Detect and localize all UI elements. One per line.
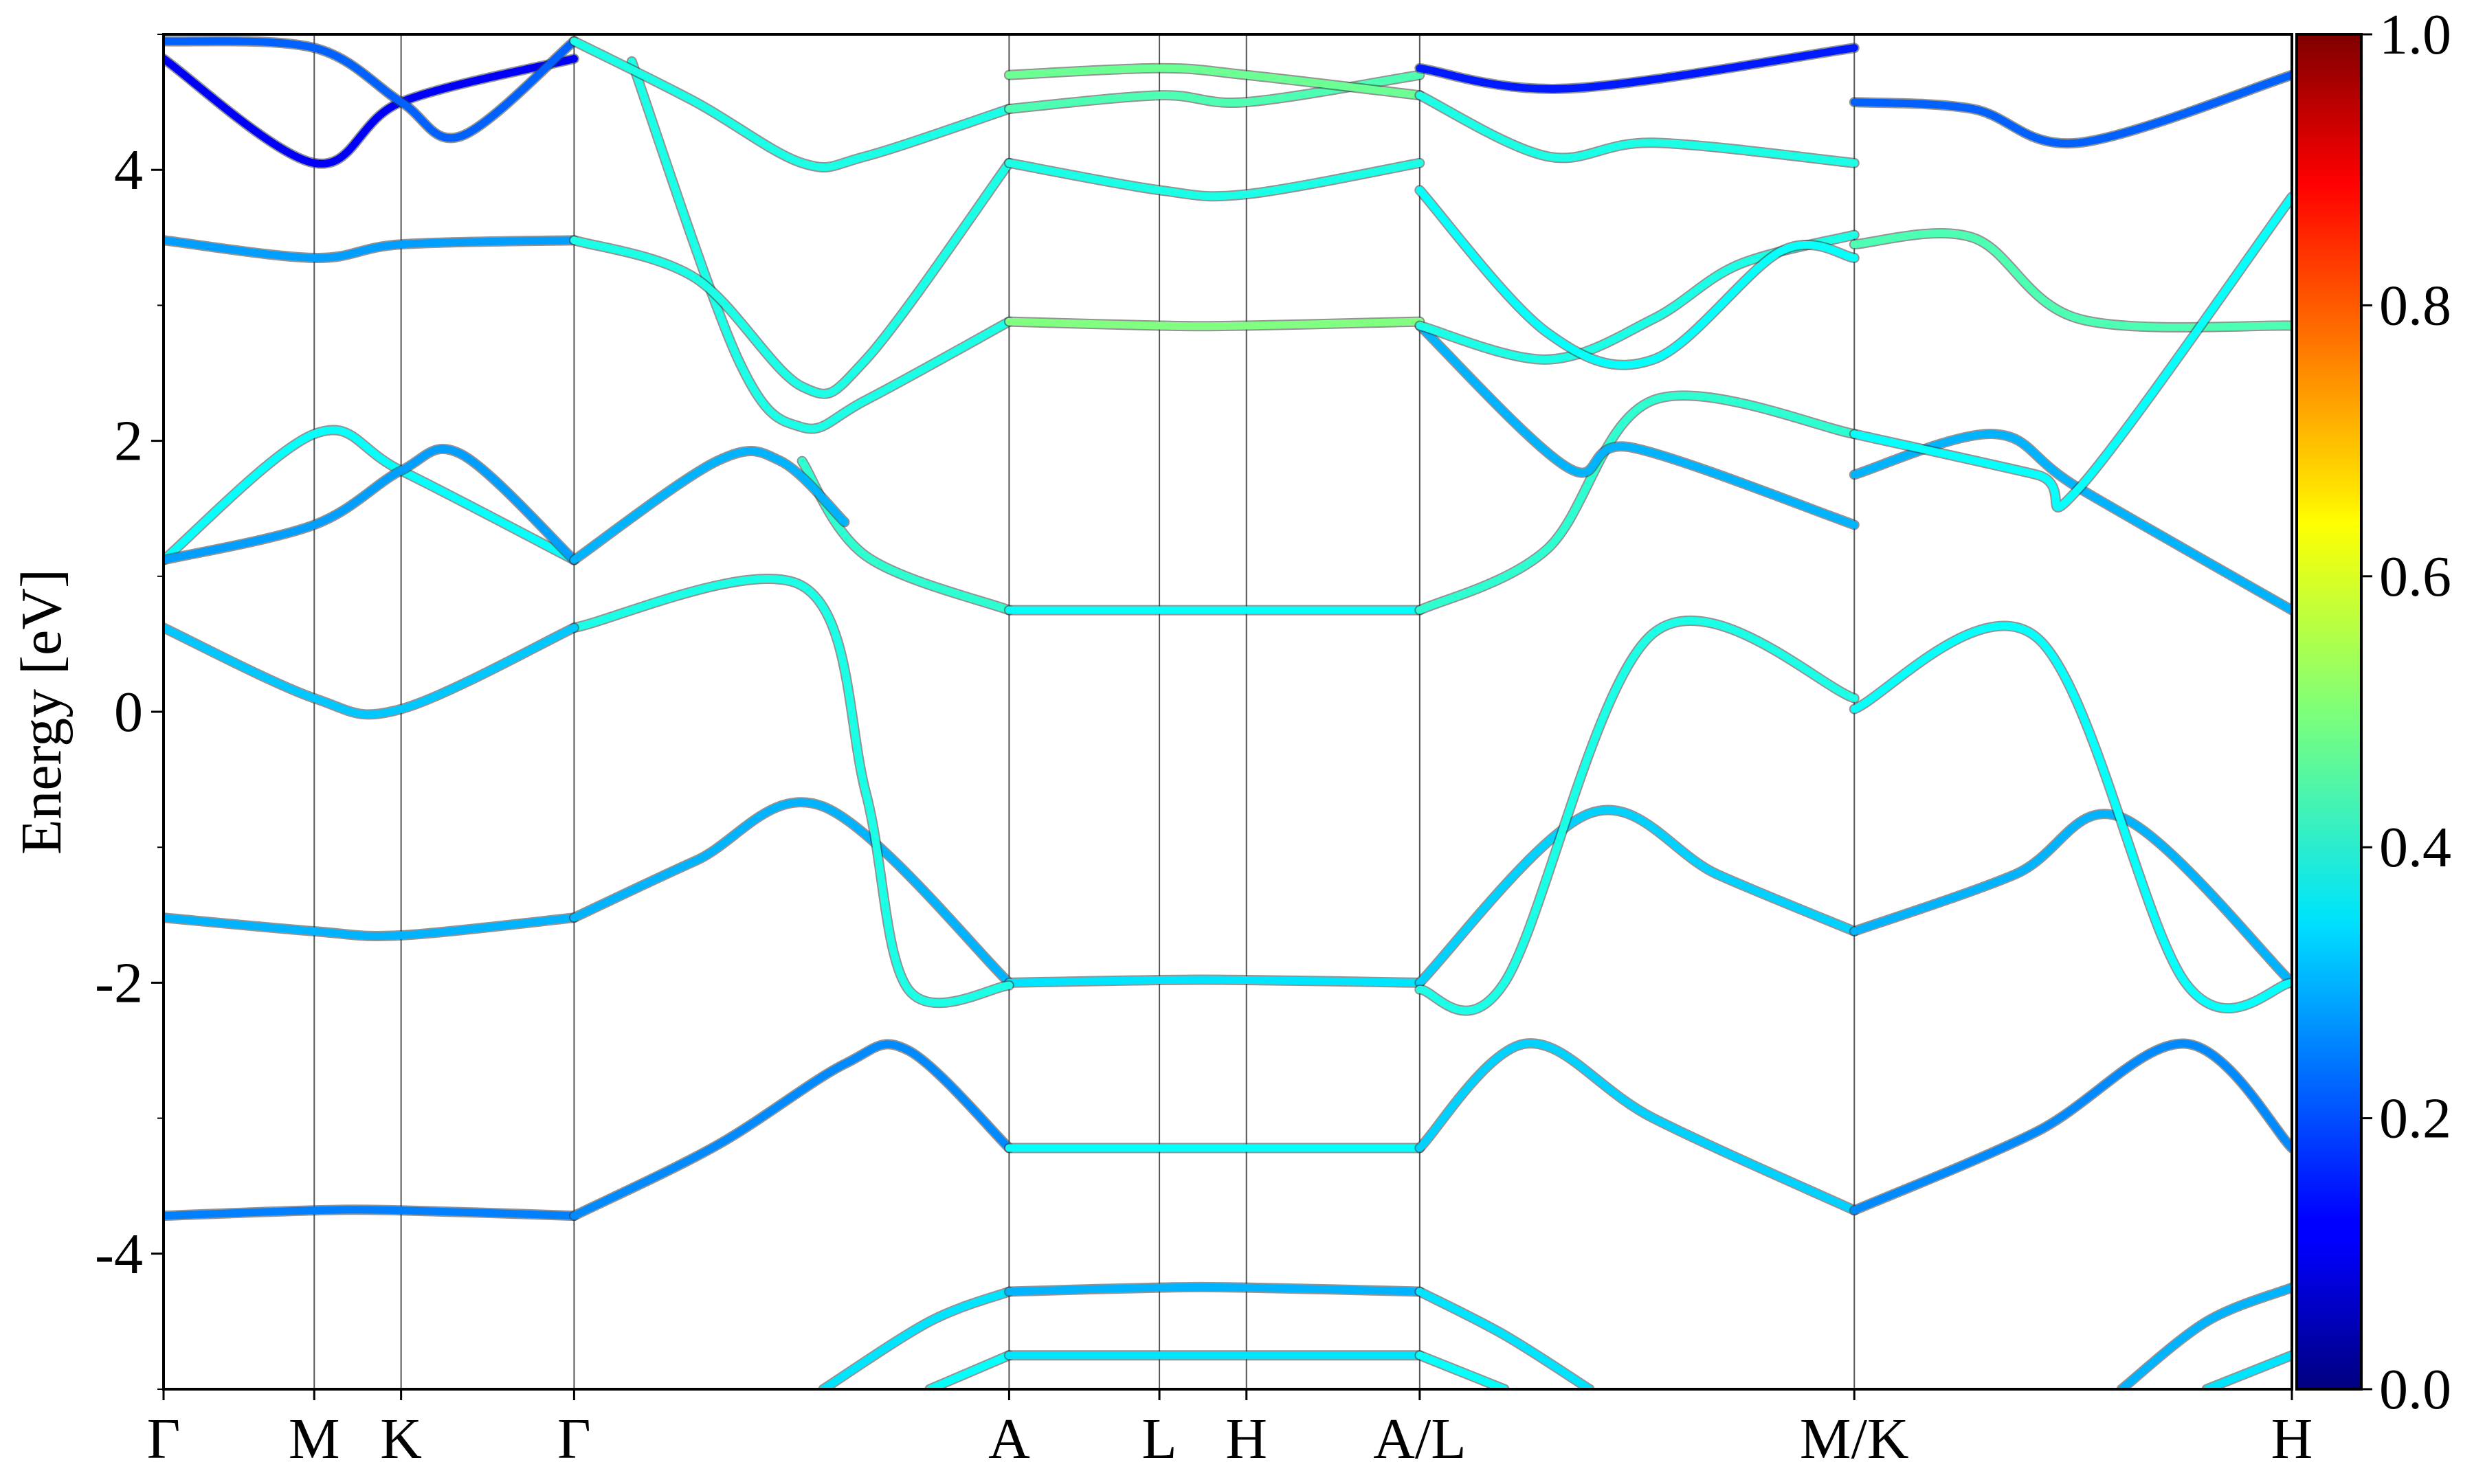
colorbar-tick-label: 0.6 (2379, 545, 2451, 609)
band-lines (164, 36, 2292, 1389)
colorbar-tick-label: 0.2 (2379, 1087, 2451, 1151)
y-axis-label: Energy [eV] (10, 569, 74, 855)
band-outline (1849, 429, 2292, 616)
x-tick-label: M (289, 1407, 340, 1471)
y-axis: -4 -2 0 2 4 (95, 34, 164, 1390)
band-outline (1414, 320, 1860, 530)
y-tick-label: -2 (95, 951, 143, 1015)
x-axis: Γ M K Γ A L H A/L M/K H (147, 1389, 2313, 1471)
band-line (1850, 810, 2292, 987)
band-line (926, 1351, 1013, 1389)
colorbar-tick-label: 1.0 (2379, 3, 2451, 67)
band-outline (1003, 157, 1425, 202)
colorbar-tick-label: 0.8 (2379, 273, 2451, 337)
band-outline (1414, 805, 1860, 988)
band-line (1850, 71, 2292, 148)
band-outline (568, 797, 1014, 988)
y-tick-label: -4 (95, 1222, 143, 1286)
band-line (164, 426, 578, 564)
band-outline (1849, 809, 2292, 988)
band-line (1850, 622, 2292, 1013)
y-tick-label: 0 (114, 680, 143, 744)
band-line (570, 1040, 1013, 1220)
x-tick-label: A (988, 1407, 1030, 1471)
band-line (1850, 1039, 2292, 1215)
colorbar-tick-label: 0.4 (2379, 816, 2451, 879)
band-line (1416, 44, 1858, 93)
band-line (819, 1288, 1013, 1389)
y-tick-label: 4 (114, 138, 143, 202)
x-tick-label: K (380, 1407, 422, 1471)
x-tick-label: M/K (1800, 1407, 1909, 1471)
colorbar-tick-label: 0.0 (2379, 1358, 2451, 1421)
band-line (164, 914, 578, 940)
band-outline (796, 456, 1014, 616)
band-outline (568, 574, 1014, 1009)
band-line (164, 236, 578, 262)
band-line (1416, 1351, 1508, 1389)
band-line (627, 57, 1013, 433)
band-line (1416, 186, 1858, 369)
band-line (1416, 91, 1858, 167)
band-line (1005, 1283, 1424, 1296)
band-line (1416, 322, 1858, 529)
band-outline (568, 1039, 1014, 1222)
band-line (1005, 976, 1424, 987)
band-line (1850, 430, 2292, 614)
band-line (1850, 229, 2292, 331)
band-line (570, 575, 1013, 1007)
band-line (2117, 1283, 2292, 1389)
band-outline (1414, 185, 1860, 370)
band-line (1005, 317, 1424, 330)
high-symmetry-lines (313, 34, 1855, 1389)
colorbar: 0.0 0.2 0.4 0.6 0.8 1.0 (2295, 3, 2451, 1421)
x-tick-label: L (1141, 1407, 1177, 1471)
band-line (164, 624, 578, 719)
y-tick-label: 2 (114, 409, 143, 473)
colorbar-gradient (2295, 33, 2363, 1391)
x-tick-label: Γ (147, 1407, 181, 1471)
band-line (2203, 1351, 2292, 1389)
x-tick-label: A/L (1373, 1407, 1466, 1471)
band-line (798, 457, 1013, 614)
x-tick-label: H (2271, 1407, 2313, 1471)
band-line (1416, 806, 1858, 987)
band-line (1850, 193, 2292, 512)
band-outline (2116, 1282, 2292, 1389)
band-outline (1849, 620, 2292, 1014)
band-line (164, 1206, 578, 1220)
band-line (1005, 159, 1424, 201)
band-line (164, 37, 578, 142)
band-line (1416, 616, 1858, 1015)
band-line (1416, 1039, 1858, 1215)
band-outline (164, 622, 579, 720)
band-line (570, 447, 849, 564)
x-tick-label: Γ (557, 1407, 591, 1471)
band-line (164, 55, 578, 168)
band-line (570, 159, 1013, 398)
band-line (1416, 1288, 1594, 1389)
band-outline (1849, 69, 2292, 149)
band-outline (1849, 192, 2292, 513)
band-line (570, 37, 1013, 171)
band-line (164, 445, 578, 564)
band-outline (1414, 229, 1860, 365)
band-line (1005, 64, 1424, 100)
band-line (570, 798, 1013, 987)
x-tick-label: H (1225, 1407, 1267, 1471)
band-outline (568, 36, 1014, 172)
